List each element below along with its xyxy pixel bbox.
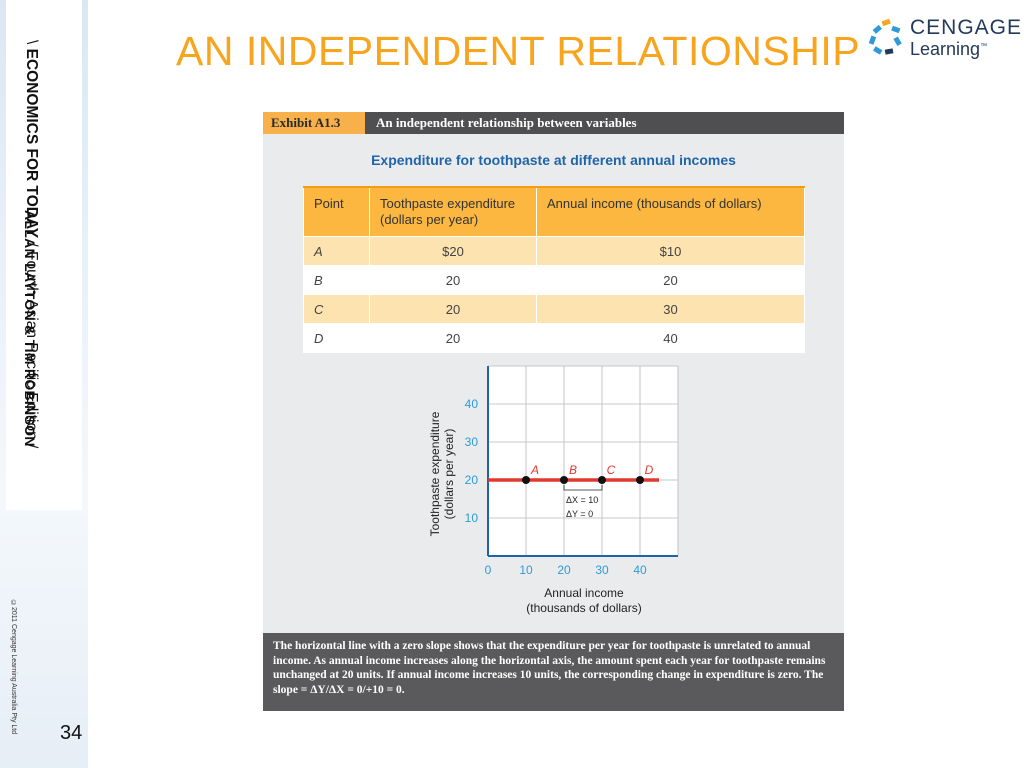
table-cell-income: $10 — [536, 236, 805, 266]
data-point-b — [560, 476, 568, 484]
x-tick-label: 40 — [633, 563, 647, 577]
point-layer: A B C D — [522, 463, 654, 484]
delta-y-label: ΔY = 0 — [566, 509, 593, 519]
table-cell-income: 20 — [536, 265, 805, 295]
exhibit-title: An independent relationship between vari… — [376, 115, 637, 130]
x-axis-label-line1: Annual income — [544, 586, 624, 600]
book-prefix: \ — [23, 40, 40, 49]
table-cell-point: D — [303, 323, 370, 353]
y-tick-label: 10 — [465, 511, 479, 525]
table-cell-income: 40 — [536, 323, 805, 353]
point-label-c: C — [607, 463, 616, 477]
data-point-a — [522, 476, 530, 484]
table-cell-expenditure: 20 — [369, 294, 537, 324]
data-point-c — [598, 476, 606, 484]
x-axis-label-line2: (thousands of dollars) — [526, 601, 641, 615]
table-title: Expenditure for toothpaste at different … — [371, 152, 736, 168]
table-cell-point: A — [303, 236, 370, 266]
logo-trademark: ™ — [980, 43, 988, 50]
exhibit-number: Exhibit A1.3 — [263, 112, 365, 134]
table-cell-income: 30 — [536, 294, 805, 324]
book-edition: / Fourth Asian Pacific Edition / — [23, 238, 40, 449]
cengage-logo: CENGAGE Learning™ — [864, 16, 1021, 62]
exhibit-header: Exhibit A1.3 An independent relationship… — [263, 112, 844, 134]
sidebar-panel — [6, 0, 82, 510]
slide-title: AN INDEPENDENT RELATIONSHIP — [176, 28, 861, 74]
table-cell-expenditure: $20 — [369, 236, 537, 266]
y-axis-label-line1: Toothpaste expenditure — [428, 411, 442, 536]
book-authors: ALLAN LAYTON & TIM ROBINSON — [22, 210, 38, 447]
table-header-row: Point Toothpaste expenditure (dollars pe… — [303, 186, 805, 237]
slope-bracket — [563, 485, 603, 491]
plot-background — [488, 366, 678, 556]
page-number: 34 — [60, 722, 83, 744]
x-tick-label: 10 — [519, 563, 533, 577]
table-row: D 20 40 — [303, 323, 805, 353]
table-cell-point: B — [303, 265, 370, 295]
y-tick-label: 40 — [465, 397, 479, 411]
table-cell-point: C — [303, 294, 370, 324]
point-label-b: B — [569, 463, 577, 477]
book-name: ECONOMICS FOR TODAY — [23, 48, 40, 239]
data-point-d — [636, 476, 644, 484]
sidebar: \ ECONOMICS FOR TODAY / Fourth Asian Pac… — [0, 0, 88, 768]
slope-annotation: ΔX = 10 ΔY = 0 — [563, 485, 603, 519]
table-cell-expenditure: 20 — [369, 265, 537, 295]
copyright-note: ©2011 Cengage Learning Australia Pty Ltd — [10, 600, 17, 735]
grid-layer — [488, 365, 679, 556]
exhibit-panel: Exhibit A1.3 An independent relationship… — [263, 112, 844, 711]
axis-layer: 0 10 20 30 40 10 20 30 40 — [465, 366, 678, 577]
point-label-a: A — [530, 463, 539, 477]
y-axis-label-line2: (dollars per year) — [442, 429, 456, 520]
cengage-logo-icon — [868, 18, 902, 55]
table-header-income: Annual income (thousands of dollars) — [536, 186, 805, 237]
book-title: \ ECONOMICS FOR TODAY / Fourth Asian Pac… — [20, 40, 42, 448]
x-tick-label: 20 — [557, 563, 571, 577]
logo-text-learning-word: Learning — [910, 39, 981, 59]
table-cell-expenditure: 20 — [369, 323, 537, 353]
independent-relationship-graph: 0 10 20 30 40 10 20 30 40 A B C D Toothpaste expend… — [428, 365, 679, 615]
x-tick-label: 0 — [485, 563, 492, 577]
y-tick-label: 20 — [465, 473, 479, 487]
table-row: B 20 20 — [303, 265, 805, 295]
table-row: A $20 $10 — [303, 236, 805, 266]
logo-text-cengage: CENGAGE — [910, 16, 1023, 39]
table-header-point: Point — [303, 186, 370, 237]
y-tick-label: 30 — [465, 435, 479, 449]
table-row: C 20 30 — [303, 294, 805, 324]
point-label-d: D — [645, 463, 654, 477]
exhibit-caption: The horizontal line with a zero slope sh… — [263, 633, 844, 711]
x-tick-label: 30 — [595, 563, 609, 577]
table-header-expenditure: Toothpaste expenditure (dollars per year… — [369, 186, 537, 237]
delta-x-label: ΔX = 10 — [566, 495, 598, 505]
data-table: Point Toothpaste expenditure (dollars pe… — [303, 186, 805, 353]
logo-text-learning: Learning™ — [910, 39, 987, 60]
